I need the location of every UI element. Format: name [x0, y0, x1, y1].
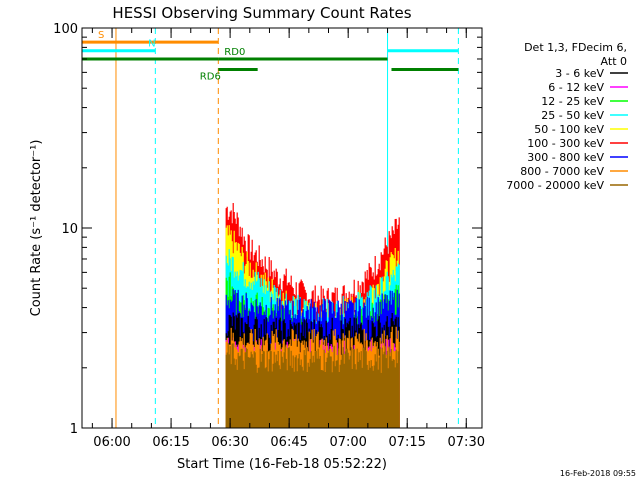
legend-label-5: 50 - 100 keV	[534, 123, 604, 136]
legend-label-6: 100 - 300 keV	[527, 137, 604, 150]
data-series	[225, 203, 400, 428]
x-tick-label-1: 06:00	[93, 435, 130, 450]
legend-label-7: 300 - 800 keV	[527, 151, 604, 164]
legend-label-3: 12 - 25 keV	[541, 95, 604, 108]
y-axis-label: Count Rate (s⁻¹ detector⁻¹)	[29, 140, 44, 317]
flag-bar-label-2: N	[148, 39, 155, 50]
flag-bar-label-4: RD0	[224, 47, 245, 58]
legend-header-line1: Det 1,3, FDecim 6,	[524, 41, 627, 54]
x-axis: 06:00 06:15 06:30 06:45 07:00 07:15 07:30	[91, 28, 485, 450]
x-axis-label: Start Time (16-Feb-18 05:52:22)	[177, 457, 387, 472]
y-axis: 1 10 100	[53, 22, 482, 437]
legend-label-9: 7000 - 20000 keV	[506, 179, 604, 192]
legend-label-1: 3 - 6 keV	[555, 67, 604, 80]
chart-title: HESSI Observing Summary Count Rates	[112, 4, 411, 22]
x-tick-label-4: 06:45	[270, 435, 307, 450]
legend-label-8: 800 - 7000 keV	[520, 165, 604, 178]
series-9	[225, 342, 400, 428]
series-9-trace	[225, 342, 400, 428]
flag-bars: S N RD0 RD6	[82, 30, 459, 83]
x-tick-label-7: 07:30	[448, 435, 485, 450]
flag-bar-label-6: RD6	[200, 72, 221, 83]
y-tick-label-2: 10	[61, 222, 78, 237]
y-tick-label-3: 100	[53, 22, 78, 37]
y-tick-label-1: 1	[70, 422, 78, 437]
legend-label-4: 25 - 50 keV	[541, 109, 604, 122]
x-tick-label-2: 06:15	[152, 435, 189, 450]
x-tick-label-6: 07:15	[388, 435, 425, 450]
legend-header-line2: Att 0	[601, 55, 627, 68]
x-tick-label-5: 07:00	[329, 435, 366, 450]
flag-bar-label-1: S	[98, 30, 104, 41]
timestamp: 16-Feb-2018 09:55	[560, 469, 636, 478]
legend-label-2: 6 - 12 keV	[548, 81, 604, 94]
x-tick-label-3: 06:30	[211, 435, 248, 450]
